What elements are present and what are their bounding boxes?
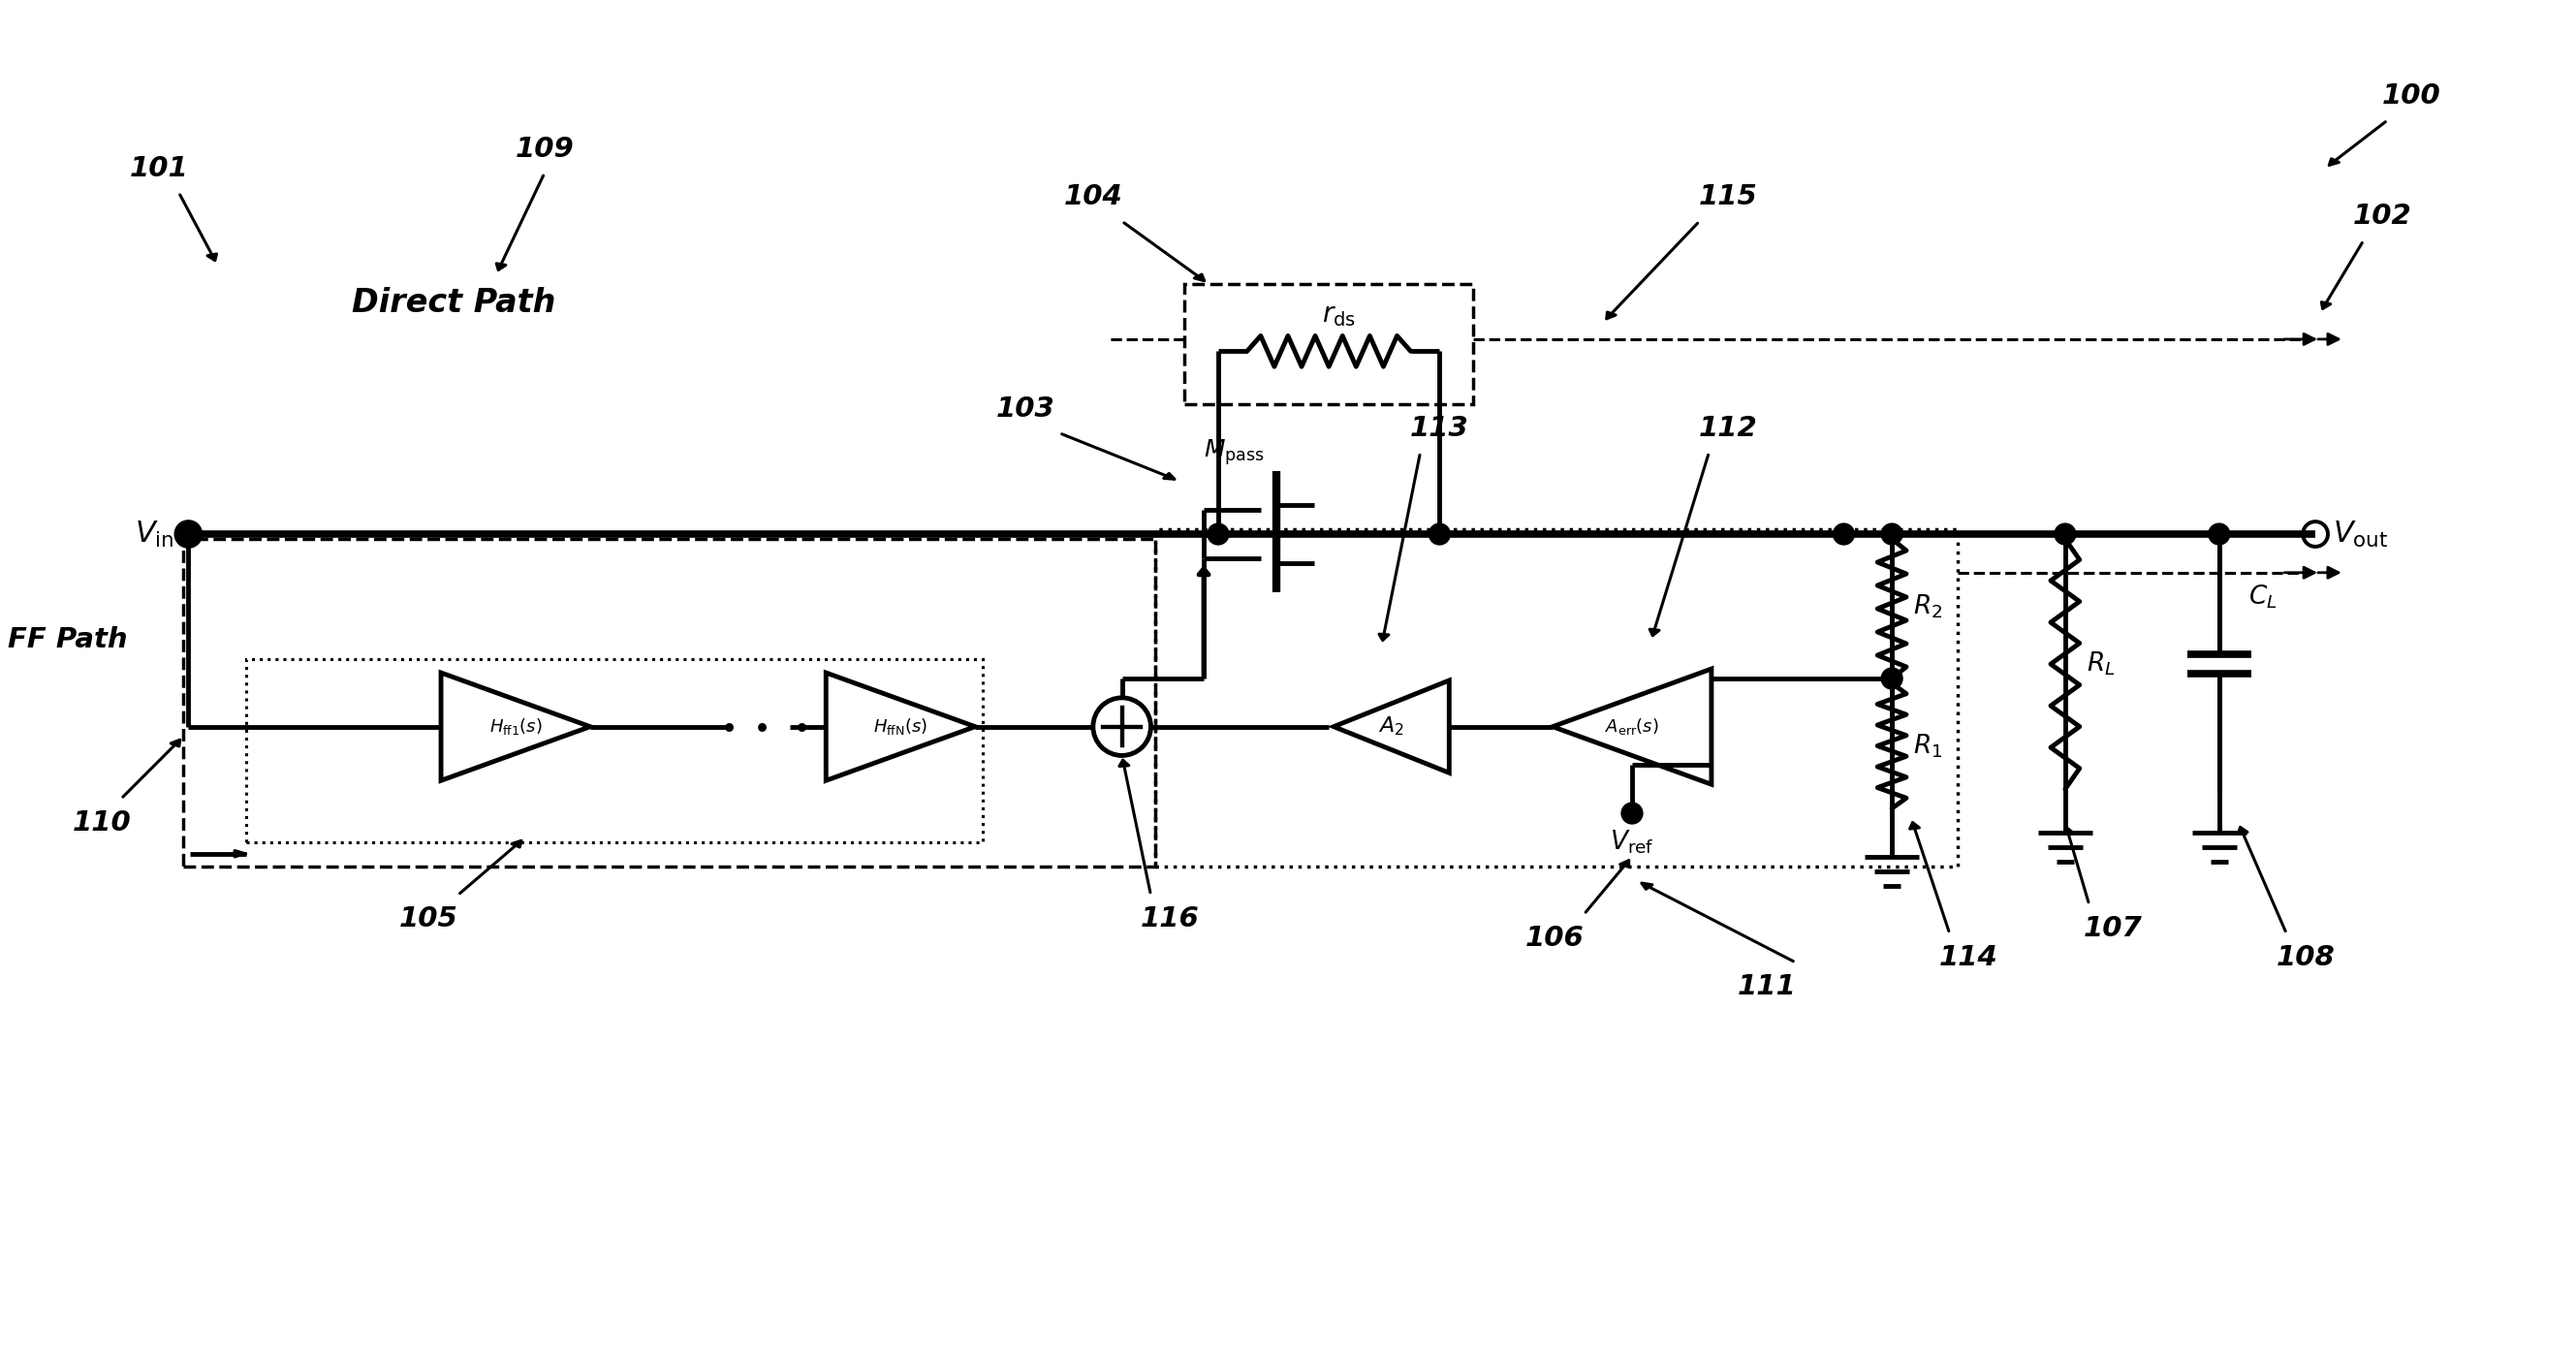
Text: 109: 109	[515, 136, 574, 163]
Text: $R_1$: $R_1$	[1914, 731, 1942, 760]
Text: 112: 112	[1698, 415, 1757, 442]
Text: $V_{\rm ref}$: $V_{\rm ref}$	[1610, 828, 1654, 856]
Text: FF Path: FF Path	[8, 627, 129, 654]
Text: $H_{\rm ff1}(s)$: $H_{\rm ff1}(s)$	[489, 716, 541, 737]
Text: $C_L$: $C_L$	[2249, 584, 2277, 611]
Text: $R_L$: $R_L$	[2087, 650, 2115, 678]
Text: 102: 102	[2354, 204, 2411, 231]
Text: 113: 113	[1409, 415, 1468, 442]
Text: 110: 110	[72, 809, 131, 836]
Circle shape	[1430, 524, 1450, 544]
Text: 106: 106	[1525, 925, 1584, 953]
Text: $H_{\rm ffN}(s)$: $H_{\rm ffN}(s)$	[873, 716, 927, 737]
Text: $r_{\rm ds}$: $r_{\rm ds}$	[1321, 301, 1355, 328]
Circle shape	[1880, 668, 1904, 689]
Text: 100: 100	[2383, 83, 2442, 110]
Text: $A_{\rm err}(s)$: $A_{\rm err}(s)$	[1605, 716, 1659, 737]
Text: 115: 115	[1698, 183, 1757, 210]
Circle shape	[1620, 803, 1643, 824]
Circle shape	[178, 524, 198, 544]
Text: $A_2$: $A_2$	[1378, 715, 1404, 738]
Circle shape	[1834, 524, 1855, 544]
Text: $\bullet\ \bullet\ \bullet$: $\bullet\ \bullet\ \bullet$	[719, 712, 809, 741]
Circle shape	[1880, 524, 1904, 544]
Circle shape	[2056, 524, 2076, 544]
Text: 103: 103	[997, 395, 1056, 422]
Text: Direct Path: Direct Path	[353, 288, 556, 319]
Text: 105: 105	[399, 905, 459, 932]
Text: 116: 116	[1141, 905, 1200, 932]
Circle shape	[2208, 524, 2231, 544]
Text: 101: 101	[129, 155, 188, 182]
Text: 111: 111	[1736, 973, 1795, 1000]
Text: 104: 104	[1064, 183, 1123, 210]
Text: $M_{\rm pass}$: $M_{\rm pass}$	[1203, 437, 1265, 467]
Text: $V_{\rm in}$: $V_{\rm in}$	[134, 518, 175, 550]
Circle shape	[1208, 524, 1229, 544]
Text: 108: 108	[2277, 944, 2336, 972]
Text: 107: 107	[2084, 915, 2143, 942]
Text: 114: 114	[1940, 944, 1999, 972]
Text: $V_{\rm out}$: $V_{\rm out}$	[2334, 518, 2388, 550]
Text: $R_2$: $R_2$	[1914, 593, 1942, 620]
